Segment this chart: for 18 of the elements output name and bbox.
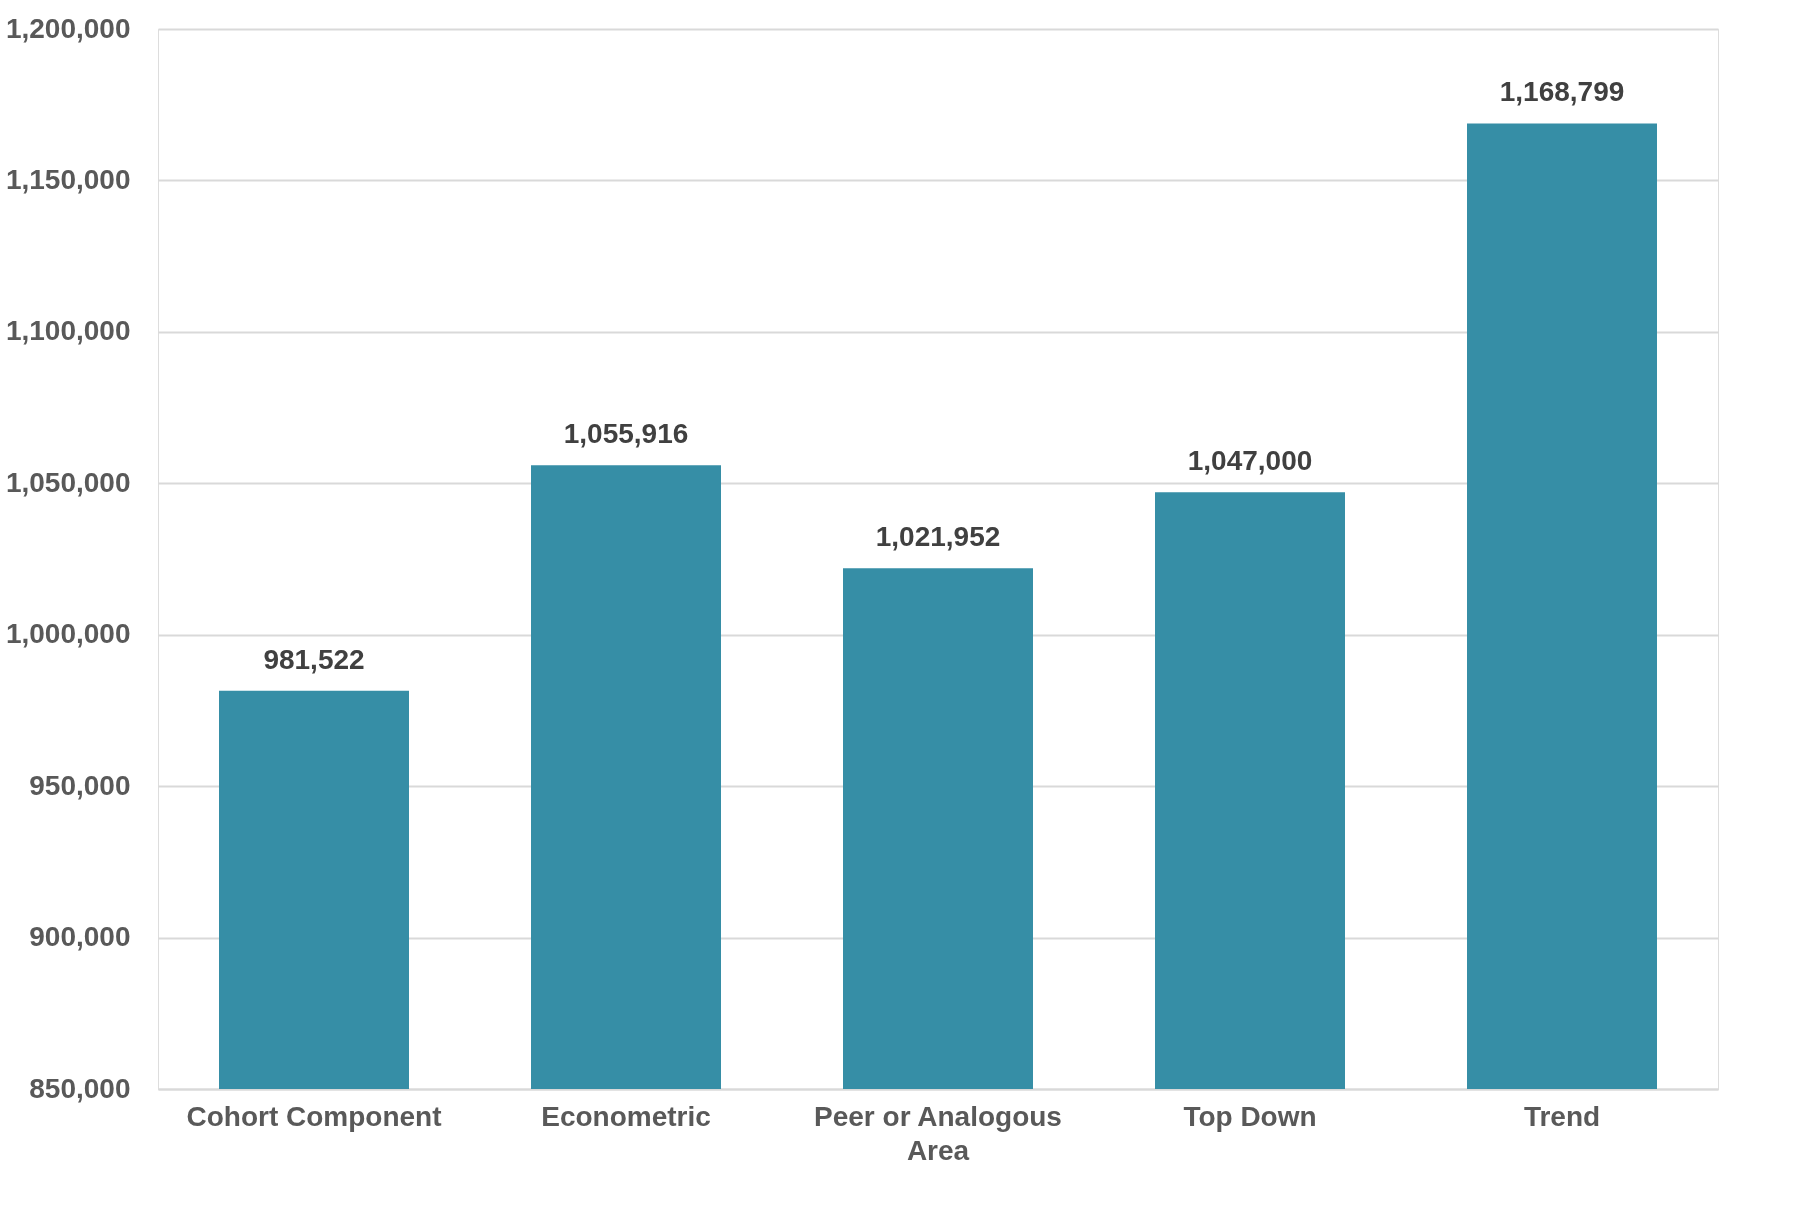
y-tick-label: 1,200,000 xyxy=(5,12,131,44)
data-label: 981,522 xyxy=(263,643,365,675)
data-label: 1,021,952 xyxy=(875,521,1001,553)
data-label: 1,055,916 xyxy=(563,418,689,450)
x-tick-label: Cohort Component xyxy=(186,1100,442,1132)
y-tick-label: 1,150,000 xyxy=(5,163,131,195)
y-tick-label: 1,100,000 xyxy=(5,315,131,347)
y-tick-label: 1,000,000 xyxy=(5,618,131,650)
data-label: 1,168,799 xyxy=(1499,76,1625,108)
y-tick-label: 1,050,000 xyxy=(5,466,131,498)
y-tick-label: 950,000 xyxy=(29,769,131,801)
data-label: 1,047,000 xyxy=(1187,445,1313,477)
x-tick-label: Trend xyxy=(1523,1100,1601,1132)
y-tick-label: 900,000 xyxy=(29,921,131,953)
x-tick-label: Econometric xyxy=(541,1100,711,1132)
y-tick-label: 850,000 xyxy=(29,1072,131,1104)
x-tick-label: Peer or Analogous Area xyxy=(814,1100,1062,1166)
x-tick-label: Top Down xyxy=(1183,1100,1317,1132)
